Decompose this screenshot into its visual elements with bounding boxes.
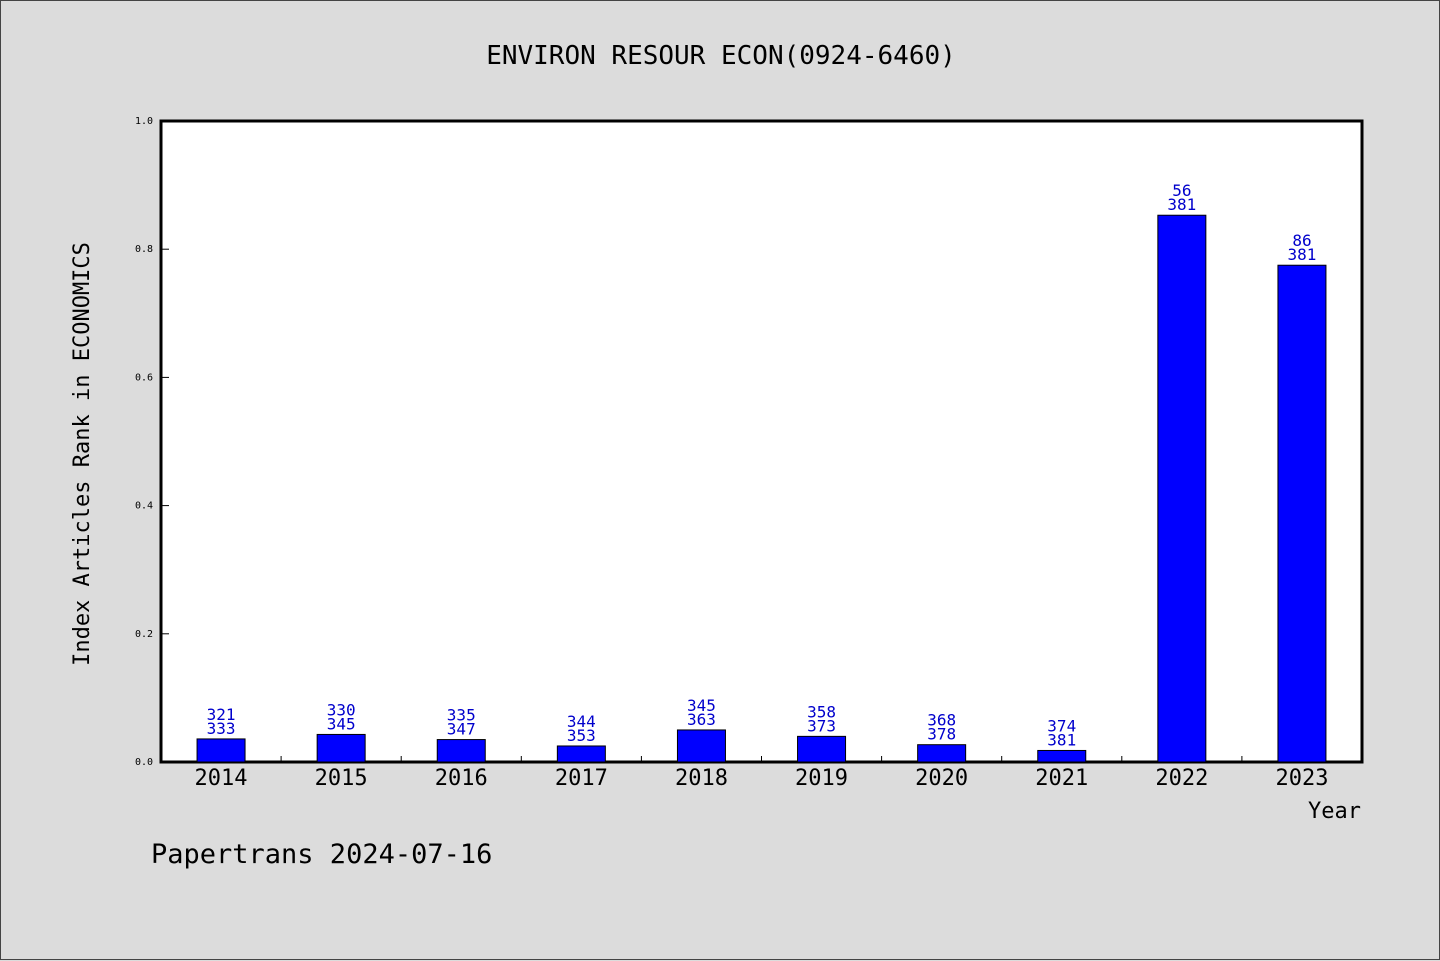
bar-2019: [797, 735, 847, 763]
bar-rank-label: 368: [927, 711, 956, 730]
bar-total-label: 333: [207, 719, 236, 738]
x-tick-label: 2023: [1275, 766, 1328, 791]
bar-rank-label: 344: [567, 712, 596, 731]
bar-total-label: 363: [687, 710, 716, 729]
bar-rank-label: 56: [1172, 181, 1191, 200]
y-axis-label: Index Articles Rank in ECONOMICS: [70, 242, 95, 666]
x-tick-label: 2019: [795, 766, 848, 791]
bar-total-label: 345: [327, 714, 356, 733]
x-tick-label: 2021: [1035, 766, 1088, 791]
footer-date-stamp: Papertrans 2024-07-16: [151, 839, 492, 870]
x-axis-ticks: 2014 2015 2016 2017 2018 2019 2020 2021 2022 2023: [195, 756, 1328, 791]
bar-total-label: 381: [1167, 195, 1196, 214]
bar-2021: [1037, 749, 1087, 763]
y-tick-label: 0.2: [135, 629, 153, 640]
bar-rank-label: 335: [447, 706, 476, 725]
bar-rank-label: 345: [687, 696, 716, 715]
x-axis-label: Year: [1308, 799, 1361, 824]
bar-rank-label: 330: [327, 700, 356, 719]
x-tick-label: 2017: [555, 766, 608, 791]
x-tick-label: 2022: [1155, 766, 1208, 791]
bar-total-label: 353: [567, 726, 596, 745]
bar-2015: [316, 733, 366, 763]
chart-title: ENVIRON RESOUR ECON(0924-6460): [486, 41, 956, 71]
x-tick-label: 2018: [675, 766, 728, 791]
bar-2020: [917, 744, 967, 763]
bar-2022: [1157, 214, 1207, 763]
bar-rank-label: 358: [807, 702, 836, 721]
bar-rank-label: 86: [1292, 231, 1311, 250]
bar-total-label: 381: [1047, 730, 1076, 749]
y-tick-label: 1.0: [135, 116, 153, 127]
bar-2016: [436, 739, 486, 763]
bar-rank-label: 374: [1047, 716, 1076, 735]
x-tick-label: 2016: [435, 766, 488, 791]
y-tick-label: 0.0: [135, 757, 153, 768]
bar-rank-label: 321: [207, 705, 236, 724]
bar-2014: [196, 738, 246, 763]
y-tick-label: 0.8: [135, 244, 153, 255]
x-tick-label: 2015: [315, 766, 368, 791]
bar-total-label: 378: [927, 725, 956, 744]
bar-2018: [676, 729, 726, 763]
y-tick-label: 0.6: [135, 372, 153, 383]
bar-2023: [1277, 264, 1327, 763]
y-tick-label: 0.4: [135, 501, 153, 512]
x-tick-label: 2020: [915, 766, 968, 791]
bar-total-label: 381: [1287, 245, 1316, 264]
bar-total-label: 373: [807, 716, 836, 735]
y-axis-ticks: 0.0 0.2 0.4 0.6 0.8 1.0: [135, 116, 169, 768]
bars-group: [196, 214, 1327, 763]
x-tick-label: 2014: [195, 766, 248, 791]
bar-total-label: 347: [447, 720, 476, 739]
bar-2017: [556, 745, 606, 763]
